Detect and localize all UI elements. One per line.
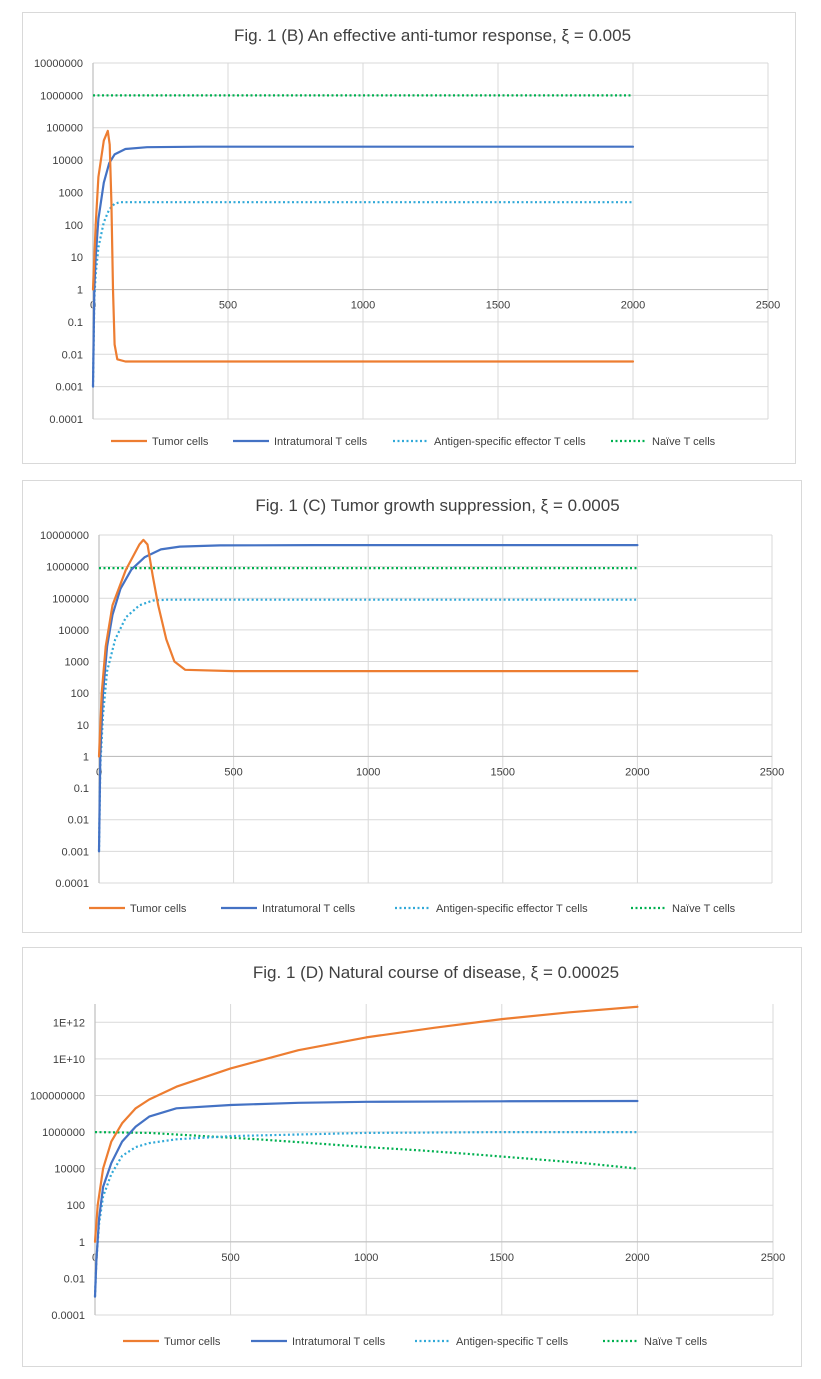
- legend-label: Antigen-specific effector T cells: [434, 436, 586, 448]
- series-line: [97, 598, 638, 852]
- legend-label: Antigen-specific effector T cells: [436, 903, 588, 915]
- y-tick-label: 0.01: [62, 349, 83, 361]
- legend-label: Naïve T cells: [644, 1336, 708, 1348]
- y-tick-label: 100: [71, 688, 89, 700]
- series-line: [91, 145, 635, 388]
- y-tick-label: 0.1: [74, 783, 89, 795]
- y-tick-label: 1E+10: [53, 1054, 85, 1066]
- y-tick-label: 1000000: [46, 562, 89, 574]
- x-tick-label: 2500: [756, 300, 780, 312]
- legend-label: Tumor cells: [164, 1336, 221, 1348]
- y-tick-label: 0.0001: [49, 414, 83, 426]
- series-line: [97, 538, 639, 758]
- x-tick-label: 1000: [354, 1252, 378, 1264]
- y-tick-label: 10000: [58, 625, 89, 637]
- y-tick-label: 0.01: [64, 1273, 85, 1285]
- y-tick-label: 100000: [46, 123, 83, 135]
- x-tick-label: 2000: [621, 300, 645, 312]
- chart-title: Fig. 1 (B) An effective anti-tumor respo…: [234, 26, 631, 45]
- y-tick-label: 1: [79, 1237, 85, 1249]
- y-tick-label: 100000000: [30, 1090, 85, 1102]
- y-tick-label: 1E+12: [53, 1017, 85, 1029]
- y-tick-label: 10: [77, 720, 89, 732]
- y-tick-label: 1000: [65, 657, 89, 669]
- y-tick-label: 100: [65, 220, 83, 232]
- chart-title: Fig. 1 (D) Natural course of disease, ξ …: [253, 963, 619, 982]
- y-tick-label: 0.001: [55, 382, 83, 394]
- y-tick-label: 10000: [52, 155, 83, 167]
- y-tick-label: 1: [77, 285, 83, 297]
- series-line: [94, 1131, 638, 1170]
- legend-label: Intratumoral T cells: [292, 1336, 386, 1348]
- chart-b-svg: Fig. 1 (B) An effective anti-tumor respo…: [34, 26, 780, 448]
- y-tick-label: 100000: [52, 593, 89, 605]
- y-tick-label: 0.01: [68, 815, 89, 827]
- y-tick-label: 10000000: [40, 530, 89, 542]
- chart-panel-b: Fig. 1 (B) An effective anti-tumor respo…: [22, 12, 796, 464]
- y-tick-label: 0.0001: [51, 1310, 85, 1322]
- y-tick-label: 0.1: [68, 317, 83, 329]
- legend-label: Antigen-specific T cells: [456, 1336, 569, 1348]
- y-tick-label: 10: [71, 252, 83, 264]
- y-tick-label: 1000: [59, 187, 83, 199]
- legend-label: Tumor cells: [152, 436, 209, 448]
- x-tick-label: 1500: [491, 766, 515, 778]
- y-tick-label: 1: [83, 751, 89, 763]
- y-tick-label: 0.001: [61, 846, 89, 858]
- x-tick-label: 1000: [356, 766, 380, 778]
- x-tick-label: 500: [221, 1252, 239, 1264]
- x-tick-label: 1000: [351, 300, 375, 312]
- legend-label: Naïve T cells: [672, 903, 736, 915]
- x-tick-label: 1500: [490, 1252, 514, 1264]
- y-tick-label: 1000000: [40, 90, 83, 102]
- series-line: [91, 129, 635, 363]
- chart-d-svg: Fig. 1 (D) Natural course of disease, ξ …: [30, 963, 785, 1348]
- x-tick-label: 2500: [761, 1252, 785, 1264]
- y-tick-label: 10000000: [34, 58, 83, 70]
- chart-title: Fig. 1 (C) Tumor growth suppression, ξ =…: [255, 496, 619, 515]
- chart-c-svg: Fig. 1 (C) Tumor growth suppression, ξ =…: [40, 496, 784, 915]
- x-tick-label: 1500: [486, 300, 510, 312]
- legend-label: Naïve T cells: [652, 436, 716, 448]
- x-tick-label: 2000: [625, 1252, 649, 1264]
- y-tick-label: 100: [67, 1200, 85, 1212]
- y-tick-label: 0.0001: [55, 878, 89, 890]
- legend-label: Tumor cells: [130, 903, 187, 915]
- legend-label: Intratumoral T cells: [274, 436, 368, 448]
- series-line: [97, 544, 639, 853]
- x-tick-label: 2000: [625, 766, 649, 778]
- chart-panel-d: Fig. 1 (D) Natural course of disease, ξ …: [22, 947, 802, 1367]
- x-tick-label: 500: [224, 766, 242, 778]
- series-line: [93, 1099, 639, 1298]
- legend-label: Intratumoral T cells: [262, 903, 356, 915]
- x-tick-label: 500: [219, 300, 237, 312]
- x-tick-label: 2500: [760, 766, 784, 778]
- y-tick-label: 1000000: [42, 1127, 85, 1139]
- chart-panel-c: Fig. 1 (C) Tumor growth suppression, ξ =…: [22, 480, 802, 933]
- y-tick-label: 10000: [54, 1164, 85, 1176]
- series-line: [93, 1005, 639, 1243]
